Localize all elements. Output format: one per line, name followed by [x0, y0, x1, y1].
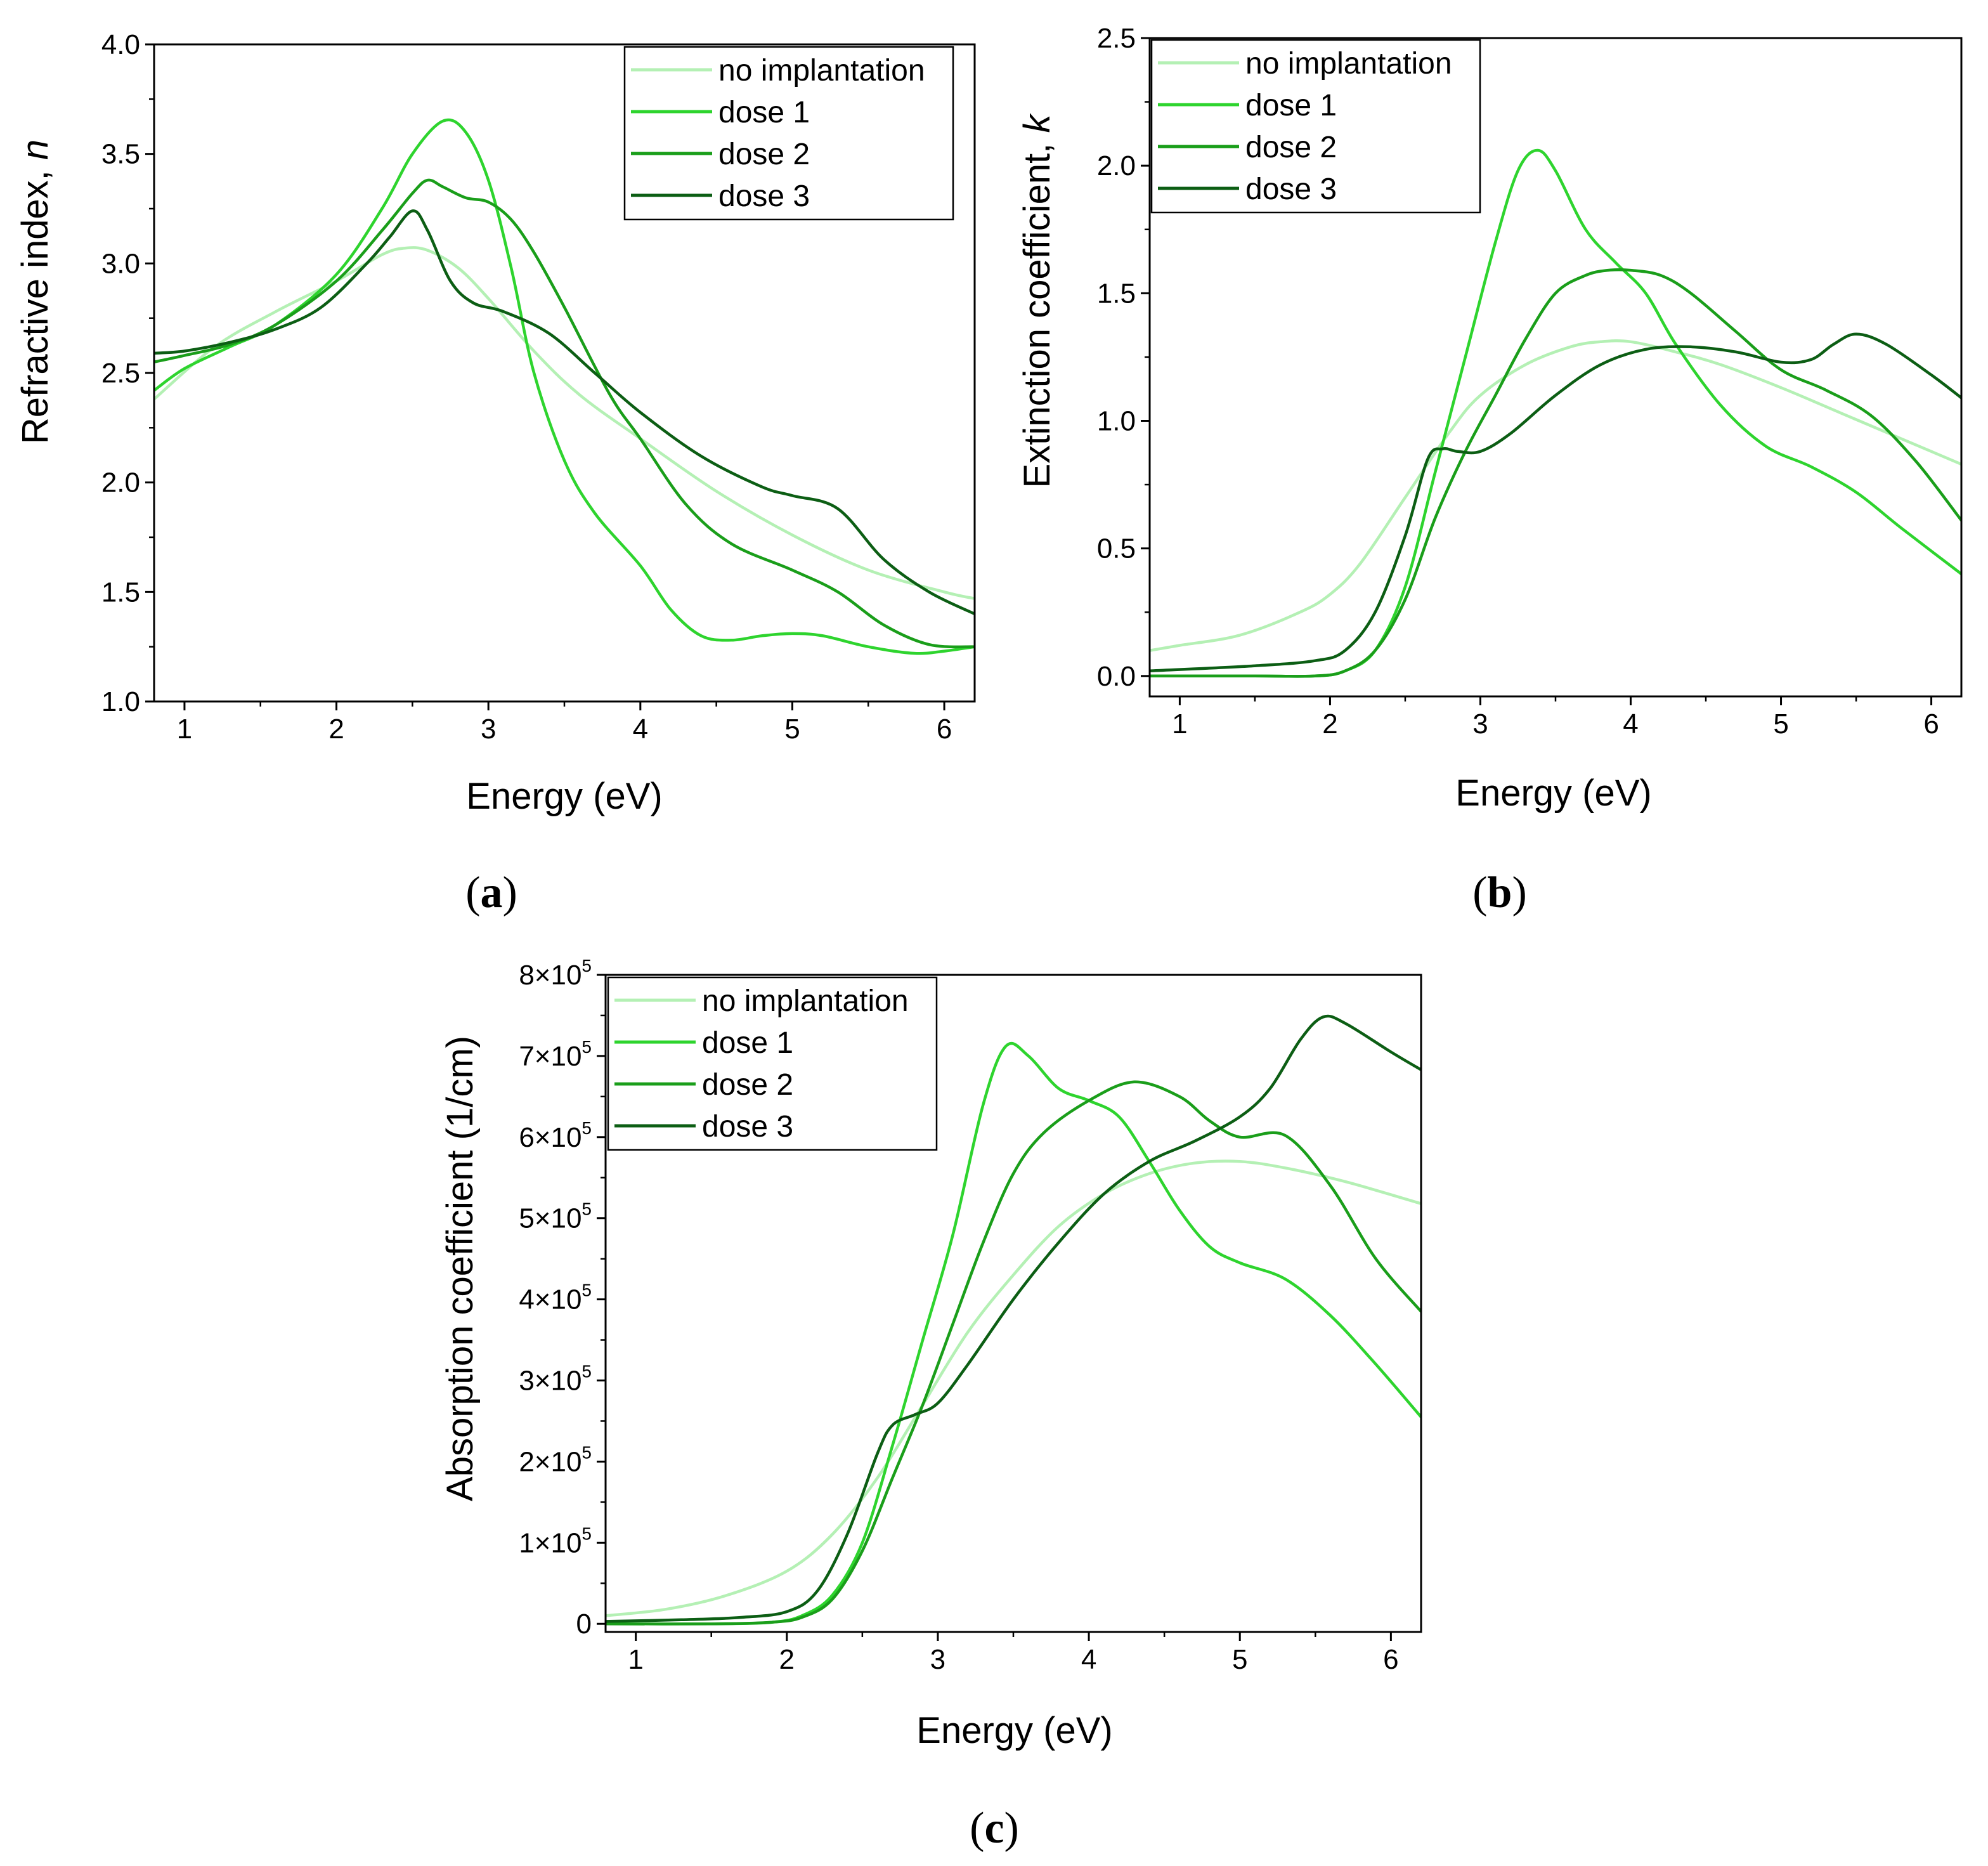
panel-b-x-tick-label: 6	[1923, 708, 1939, 740]
panel-a-legend-label: no implantation	[718, 54, 925, 88]
panel-a-series-dose-1	[154, 118, 975, 655]
panel-c-legend-label: dose 2	[702, 1068, 793, 1102]
panel-c-x-tick-label: 5	[1232, 1644, 1247, 1675]
panel-b-x-tick-label: 3	[1472, 708, 1488, 740]
panel-c-y-axis-label: Absorption coefficient (1/cm)	[439, 1036, 481, 1501]
panel-b-legend: no implantation dose 1 dose 2 dose 3	[1150, 39, 1481, 214]
panel-c-x-tick-label: 2	[779, 1644, 795, 1675]
panel-c-series-dose-3	[606, 1014, 1421, 1623]
panel-c-legend: no implantation dose 1 dose 2 dose 3	[607, 976, 938, 1151]
panel-a-caption: (a)	[465, 868, 517, 917]
panel-c-x-tick-label: 4	[1081, 1644, 1096, 1675]
panel-b-y-tick-label: 0.5	[1097, 533, 1136, 564]
panel-c-y-tick-label: 7×105	[519, 1037, 592, 1072]
panel-b-y-tick-label: 1.0	[1097, 405, 1136, 436]
panel-c-x-axis-label: Energy (eV)	[916, 1710, 1112, 1751]
panel-a-x-axis-label: Energy (eV)	[466, 776, 662, 817]
panel-c-legend-box	[607, 976, 938, 1151]
panel-a-x-tick-label: 4	[633, 714, 648, 745]
panel-a-x-tick-label: 6	[937, 714, 952, 745]
panel-a-series-dose-2	[154, 178, 975, 649]
panel-a-x-tick-label: 2	[328, 714, 344, 745]
panel-c-legend-label: dose 1	[702, 1026, 793, 1060]
panel-b-y-tick-label: 0.0	[1097, 661, 1136, 692]
panel-b-y-tick-label: 2.5	[1097, 23, 1136, 54]
panel-b-extinction-coefficient: Extinction coefficient, k Energy (eV) (b…	[1017, 23, 1963, 917]
panel-b-legend-label: dose 1	[1245, 89, 1337, 122]
panel-c-x-tick-label: 3	[930, 1644, 945, 1675]
panel-c-absorption-coefficient: Absorption coefficient (1/cm) Energy (eV…	[439, 956, 1422, 1853]
panel-b-y-tick-label: 2.0	[1097, 150, 1136, 181]
panel-c-y-tick-label: 3×105	[519, 1362, 592, 1397]
panel-c-y-tick-label: 6×105	[519, 1118, 592, 1153]
panel-a-x-tick-label: 5	[784, 714, 800, 745]
panel-b-series-no-implantation	[1150, 339, 1961, 652]
panel-c-y-tick-label: 0	[576, 1608, 592, 1640]
panel-c-y-tick-label: 1×105	[519, 1523, 592, 1558]
panel-b-x-tick-label: 1	[1172, 708, 1187, 740]
panel-a-x-tick-label: 1	[177, 714, 192, 745]
panel-c-y-tick-label: 8×105	[519, 956, 592, 991]
panel-b-x-tick-label: 4	[1623, 708, 1638, 740]
panel-a-y-tick-label: 2.5	[101, 358, 140, 389]
panel-a-refractive-index: Refractive index, n Energy (eV) (a) 1 2 3 4…	[15, 29, 976, 917]
panel-a-legend-label: dose 2	[718, 138, 810, 171]
panel-c-legend-label: dose 3	[702, 1110, 793, 1144]
panel-a-y-tick-label: 2.0	[101, 467, 140, 499]
panel-c-legend-label: no implantation	[702, 984, 909, 1018]
panel-a-y-tick-label: 4.0	[101, 29, 140, 60]
panel-c-series-dose-1	[606, 1041, 1421, 1626]
panel-b-series-dose-3	[1150, 332, 1961, 673]
panel-a-y-tick-label: 1.0	[101, 686, 140, 717]
panel-a-series-no-implantation	[154, 246, 975, 600]
panel-c-y-tick-label: 5×105	[519, 1199, 592, 1234]
panel-a-legend-label: dose 1	[718, 96, 810, 129]
panel-b-x-axis-label: Energy (eV)	[1455, 773, 1651, 814]
panel-b-legend-label: no implantation	[1245, 47, 1452, 81]
panel-c-caption: (c)	[970, 1804, 1019, 1853]
panel-c-series-dose-2	[606, 1080, 1421, 1626]
panel-c-x-tick-label: 6	[1383, 1644, 1398, 1675]
panel-a-legend: no implantation dose 1 dose 2 dose 3	[623, 46, 954, 221]
panel-c-series-no-implantation	[606, 1159, 1421, 1617]
panel-b-legend-box	[1150, 39, 1481, 214]
panel-b-x-tick-label: 5	[1773, 708, 1788, 740]
panel-b-y-tick-label: 1.5	[1097, 278, 1136, 309]
panel-a-y-axis-label: Refractive index, n	[15, 140, 56, 444]
panel-c-y-tick-label: 2×105	[519, 1442, 592, 1477]
panel-a-legend-label: dose 3	[718, 179, 810, 213]
panel-b-series-dose-2	[1150, 268, 1961, 678]
panel-b-legend-label: dose 3	[1245, 173, 1337, 206]
panel-a-y-tick-label: 3.0	[101, 248, 140, 279]
panel-b-caption: (b)	[1472, 868, 1527, 917]
panel-b-y-axis-label: Extinction coefficient, k	[1017, 113, 1058, 488]
panel-b-legend-label: dose 2	[1245, 131, 1337, 164]
panel-a-y-tick-label: 1.5	[101, 577, 140, 608]
panel-a-legend-box	[623, 46, 954, 221]
panel-c-x-tick-label: 1	[628, 1644, 643, 1675]
panel-c-y-tick-label: 4×105	[519, 1281, 592, 1315]
panel-b-x-tick-label: 2	[1322, 708, 1337, 740]
panel-a-series-dose-3	[154, 209, 975, 616]
panel-a-y-tick-label: 3.5	[101, 139, 140, 170]
panel-a-x-tick-label: 3	[481, 714, 496, 745]
